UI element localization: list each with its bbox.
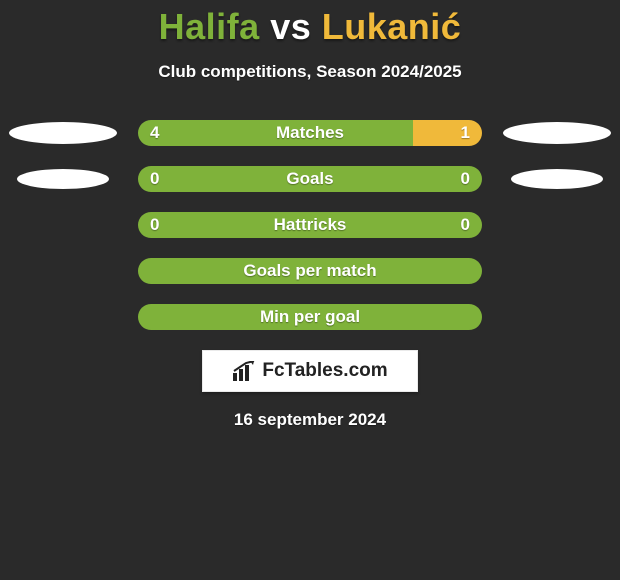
stats-container: 4Matches1 0Goals0 0Hattricks0 Goals per mat… [0, 120, 620, 330]
bar-segment-player1 [138, 258, 482, 284]
date-text: 16 september 2024 [0, 410, 620, 430]
stat-row: 4Matches1 [4, 120, 616, 146]
player1-marker-slot [4, 122, 122, 144]
site-logo: FcTables.com [202, 350, 418, 392]
stat-bar: 0Hattricks0 [138, 212, 482, 238]
stat-bar-bg [138, 258, 482, 284]
player1-oval [17, 169, 109, 189]
stat-bar-bg [138, 212, 482, 238]
stat-row: 0Hattricks0 [4, 212, 616, 238]
player1-marker-slot [4, 214, 122, 236]
player2-marker-slot [498, 306, 616, 328]
bar-segment-player2 [413, 120, 482, 146]
stat-bar-bg [138, 120, 482, 146]
logo-text: FcTables.com [262, 360, 387, 382]
player1-oval [9, 122, 117, 144]
stat-row: 0Goals0 [4, 166, 616, 192]
player2-oval [511, 169, 603, 189]
player1-marker-slot [4, 306, 122, 328]
player1-marker-slot [4, 168, 122, 190]
stat-row: Goals per match [4, 258, 616, 284]
stat-row: Min per goal [4, 304, 616, 330]
player2-marker-slot [498, 260, 616, 282]
stat-bar: 0Goals0 [138, 166, 482, 192]
stat-bar: Goals per match [138, 258, 482, 284]
player2-marker-slot [498, 168, 616, 190]
bar-segment-player1 [138, 304, 482, 330]
stat-bar: Min per goal [138, 304, 482, 330]
stat-bar-bg [138, 304, 482, 330]
bar-segment-player1 [138, 212, 482, 238]
comparison-title: Halifa vs Lukanić [0, 6, 620, 48]
logo-chart-icon [232, 361, 256, 381]
vs-label: vs [270, 6, 311, 47]
bar-segment-player1 [138, 166, 482, 192]
bar-segment-player1 [138, 120, 413, 146]
subtitle-text: Club competitions, Season 2024/2025 [0, 62, 620, 82]
player2-name: Lukanić [322, 6, 462, 47]
player2-marker-slot [498, 122, 616, 144]
stat-bar-bg [138, 166, 482, 192]
stat-bar: 4Matches1 [138, 120, 482, 146]
player1-marker-slot [4, 260, 122, 282]
player2-oval [503, 122, 611, 144]
player1-name: Halifa [159, 6, 260, 47]
player2-marker-slot [498, 214, 616, 236]
